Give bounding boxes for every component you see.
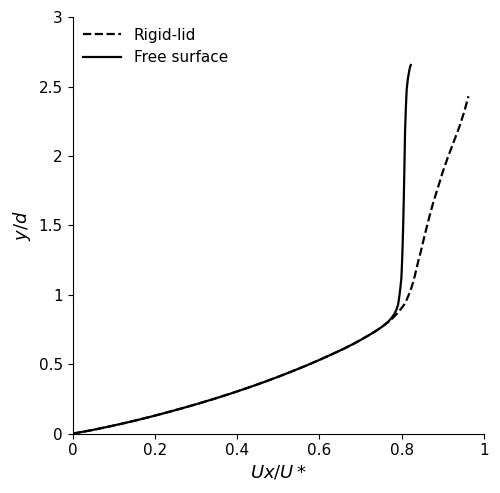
Free surface (70, 431, 75, 437)
Free surface (196, 400, 202, 406)
Rigid-lid (330, 351, 336, 357)
Free surface (399, 266, 405, 272)
Free surface (262, 379, 268, 385)
Rigid-lid (400, 303, 406, 309)
Legend: Rigid-lid, Free surface: Rigid-lid, Free surface (77, 22, 234, 71)
Free surface (276, 373, 282, 379)
Rigid-lid (392, 313, 398, 318)
Rigid-lid (466, 93, 471, 99)
Rigid-lid (407, 289, 413, 295)
Rigid-lid (70, 431, 75, 437)
Free surface (396, 290, 402, 296)
Y-axis label: $y/d$: $y/d$ (11, 210, 33, 241)
Free surface (408, 62, 414, 68)
Line: Free surface: Free surface (72, 65, 411, 434)
X-axis label: $Ux/U*$: $Ux/U*$ (250, 464, 307, 482)
Rigid-lid (398, 306, 404, 312)
Line: Rigid-lid: Rigid-lid (72, 96, 468, 434)
Free surface (407, 64, 413, 70)
Rigid-lid (164, 409, 170, 415)
